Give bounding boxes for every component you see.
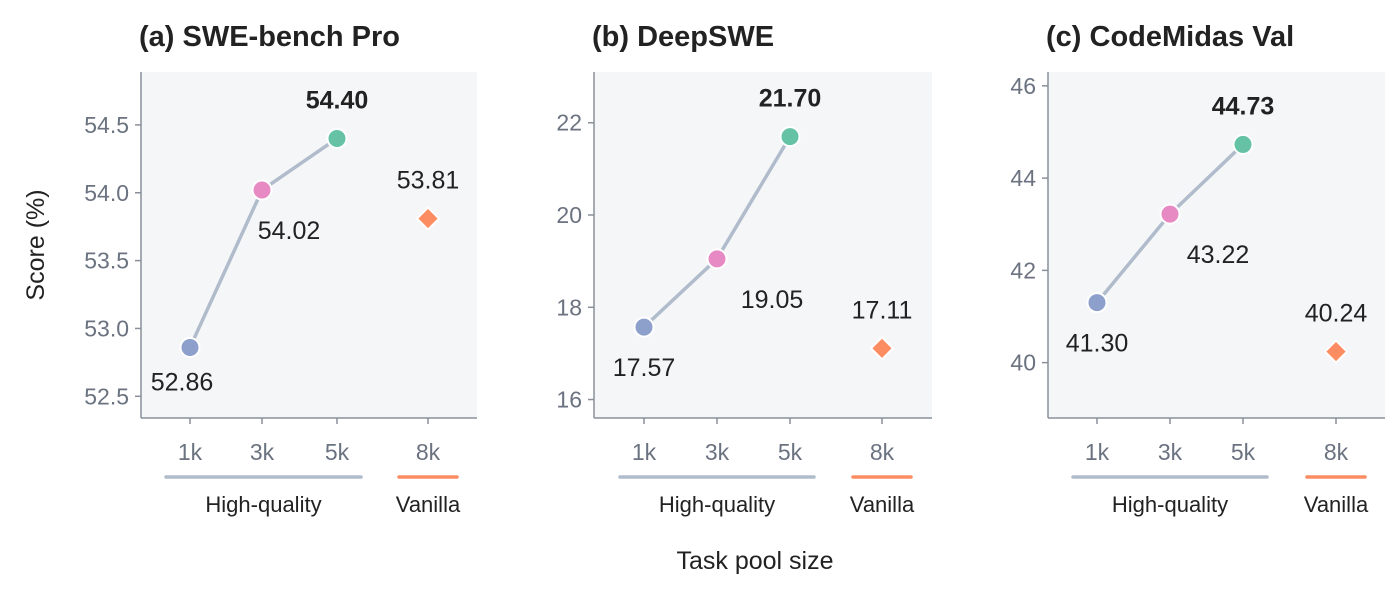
data-label-vanilla: 40.24 — [1305, 300, 1368, 328]
y-tick-label: 16 — [556, 387, 582, 413]
y-tick-label: 22 — [556, 110, 582, 136]
data-label-1k: 17.57 — [613, 354, 676, 382]
chart-title: (a) SWE-bench Pro — [139, 21, 400, 53]
x-tick-label: 1k — [1085, 439, 1110, 465]
y-tick-label: 54.0 — [84, 180, 129, 206]
plot-area — [141, 72, 477, 418]
data-point-3k — [251, 179, 273, 201]
data-point-1k — [1086, 292, 1108, 314]
data-point-vanilla — [415, 206, 441, 231]
data-label-5k: 21.70 — [759, 85, 822, 113]
data-point-1k — [633, 316, 655, 338]
chart-panel-1: (a) SWE-bench Pro 52.5 53.0 53.5 54.0 54.5 1k 3… — [84, 21, 477, 517]
vanilla-group-label: Vanilla — [850, 492, 915, 517]
x-tick-label: 5k — [325, 439, 350, 465]
y-axis-label: Score (%) — [22, 189, 50, 300]
data-label-3k: 54.02 — [258, 217, 321, 245]
vanilla-group-label: Vanilla — [396, 492, 461, 517]
x-tick-label: 8k — [870, 439, 895, 465]
y-tick-label: 44 — [1010, 165, 1036, 191]
x-tick-label: 1k — [632, 439, 657, 465]
x-axis-label: Task pool size — [676, 547, 833, 575]
data-point-5k — [779, 126, 801, 148]
y-tick-label: 54.5 — [84, 112, 129, 138]
data-label-3k: 43.22 — [1187, 241, 1250, 269]
x-tick-label: 3k — [250, 439, 275, 465]
x-tick-label: 1k — [178, 439, 203, 465]
y-tick-label: 46 — [1010, 73, 1036, 99]
high-quality-group-label: High-quality — [1112, 492, 1228, 517]
data-point-3k — [1159, 203, 1181, 225]
y-tick-label: 53.5 — [84, 248, 129, 274]
x-tick-label: 5k — [778, 439, 803, 465]
data-point-vanilla — [1323, 339, 1349, 364]
plot-area — [1048, 72, 1385, 418]
chart-panel-2: (b) DeepSWE 16 18 20 22 1k 3k 5k 8k High-quality V… — [556, 21, 932, 517]
high-quality-group-label: High-quality — [205, 492, 321, 517]
data-point-3k — [706, 248, 728, 270]
data-point-1k — [179, 336, 201, 358]
x-tick-label: 5k — [1231, 439, 1256, 465]
data-label-5k: 54.40 — [306, 86, 369, 114]
chart-title: (c) CodeMidas Val — [1046, 21, 1294, 53]
x-tick-label: 8k — [416, 439, 441, 465]
high-quality-group-label: High-quality — [659, 492, 775, 517]
y-tick-label: 40 — [1010, 350, 1036, 376]
data-label-vanilla: 53.81 — [397, 167, 460, 195]
chart-title: (b) DeepSWE — [592, 21, 774, 53]
data-point-5k — [1232, 133, 1254, 155]
data-label-5k: 44.73 — [1212, 92, 1275, 120]
chart-panel-3: (c) CodeMidas Val 40 42 44 46 1k 3k 5k 8k High-qu… — [1010, 21, 1385, 517]
x-tick-label: 8k — [1324, 439, 1349, 465]
y-tick-label: 18 — [556, 294, 582, 320]
x-tick-label: 3k — [1158, 439, 1183, 465]
plot-area — [594, 72, 932, 418]
y-tick-label: 52.5 — [84, 383, 129, 409]
data-point-5k — [326, 127, 348, 149]
y-tick-label: 53.0 — [84, 315, 129, 341]
vanilla-group-label: Vanilla — [1304, 492, 1369, 517]
data-label-1k: 41.30 — [1066, 330, 1129, 358]
data-label-vanilla: 17.11 — [852, 296, 913, 324]
data-label-1k: 52.86 — [151, 368, 214, 396]
data-label-3k: 19.05 — [741, 286, 804, 314]
y-tick-label: 42 — [1010, 257, 1036, 283]
y-tick-label: 20 — [556, 202, 582, 228]
data-point-vanilla — [869, 335, 895, 361]
x-tick-label: 3k — [705, 439, 730, 465]
